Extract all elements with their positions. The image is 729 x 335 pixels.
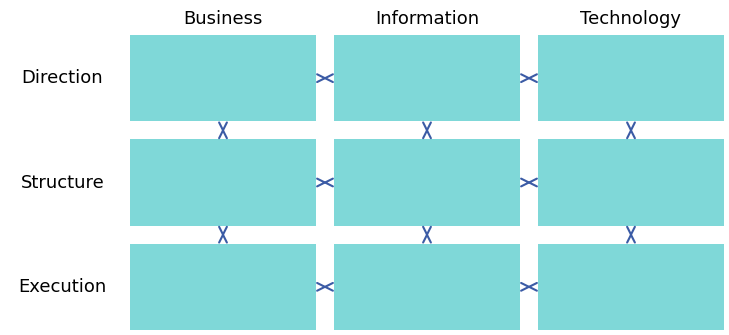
Text: Business: Business bbox=[183, 10, 262, 28]
Bar bbox=[130, 139, 316, 226]
Bar bbox=[334, 35, 520, 121]
Text: Structure: Structure bbox=[20, 174, 104, 192]
Text: Direction: Direction bbox=[22, 69, 104, 87]
Text: Execution: Execution bbox=[18, 278, 106, 296]
Bar bbox=[538, 139, 724, 226]
Text: Information: Information bbox=[375, 10, 479, 28]
Bar bbox=[130, 35, 316, 121]
Bar bbox=[538, 244, 724, 330]
Bar bbox=[334, 139, 520, 226]
Bar bbox=[334, 244, 520, 330]
Bar bbox=[130, 244, 316, 330]
Bar bbox=[538, 35, 724, 121]
Text: Technology: Technology bbox=[580, 10, 682, 28]
